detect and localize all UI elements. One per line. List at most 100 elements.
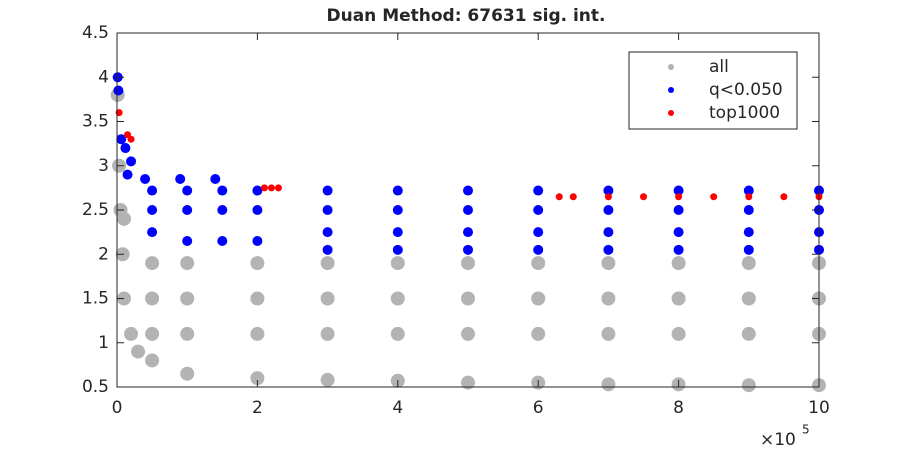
scatter-point: [461, 375, 475, 390]
scatter-point: [126, 156, 137, 167]
scatter-point: [320, 326, 335, 341]
scatter-point: [145, 291, 160, 306]
legend: all q<0.050 top1000: [628, 51, 798, 130]
scatter-point: [322, 205, 333, 215]
scatter-point: [252, 205, 263, 215]
x-tick-label: 8: [673, 398, 684, 418]
scatter-point: [390, 256, 405, 271]
scatter-point: [147, 227, 158, 238]
y-tick-label: 2.5: [82, 200, 109, 220]
scatter-point: [182, 185, 193, 196]
scatter-point: [745, 193, 753, 201]
scatter-point: [463, 185, 473, 196]
scatter-point: [743, 227, 754, 238]
scatter-point: [175, 174, 186, 185]
scatter-point: [603, 227, 614, 238]
scatter-point: [217, 235, 228, 246]
scatter-point: [601, 256, 616, 271]
y-tick-label: 1.5: [82, 289, 109, 309]
scatter-point: [120, 143, 131, 154]
x-tick-label: 2: [252, 398, 263, 418]
scatter-point: [180, 326, 195, 341]
legend-marker: [668, 87, 674, 93]
scatter-point: [392, 205, 403, 215]
y-tick-label: 4: [98, 67, 109, 87]
legend-box: [628, 51, 798, 130]
scatter-point: [320, 256, 335, 271]
scatter-point: [250, 291, 265, 306]
scatter-point: [390, 291, 405, 306]
scatter-point: [117, 291, 132, 306]
scatter-point: [710, 193, 718, 201]
scatter-point: [127, 135, 135, 143]
scatter-point: [461, 291, 475, 306]
scatter-point: [671, 291, 686, 306]
scatter-point: [250, 371, 265, 386]
scatter-point: [124, 326, 139, 341]
scatter-point: [180, 366, 195, 381]
y-tick-label: 4.5: [82, 23, 109, 43]
scatter-point: [113, 85, 124, 96]
scatter-point: [145, 353, 160, 368]
chart-title: Duan Method: 67631 sig. int.: [326, 6, 605, 26]
scatter-point: [741, 256, 756, 271]
scatter-point: [210, 174, 221, 185]
x-multiplier: ×10: [760, 430, 796, 450]
scatter-point: [117, 211, 132, 226]
scatter-point: [145, 326, 160, 341]
scatter-point: [116, 134, 127, 145]
scatter-point: [252, 185, 263, 196]
scatter-point: [180, 256, 195, 271]
scatter-point: [131, 344, 146, 359]
scatter-point: [743, 185, 754, 196]
legend-marker: [668, 110, 674, 116]
x-tick-label: 6: [533, 398, 544, 418]
scatter-point: [741, 378, 756, 393]
y-tick-label: 3.5: [82, 112, 109, 132]
x-multiplier-exponent: 5: [802, 423, 810, 437]
scatter-point: [320, 291, 335, 306]
scatter-point: [533, 244, 544, 255]
scatter-point: [601, 326, 616, 341]
scatter-point: [320, 372, 335, 387]
legend-label: q<0.050: [709, 80, 783, 100]
scatter-point: [463, 244, 473, 255]
scatter-point: [603, 205, 614, 215]
scatter-point: [122, 169, 133, 180]
scatter-point: [322, 227, 333, 238]
legend-marker: [668, 64, 674, 70]
x-tick-label: 0: [112, 398, 123, 418]
y-tick-label: 2: [98, 244, 109, 264]
scatter-point: [461, 326, 475, 341]
legend-label: top1000: [709, 103, 780, 123]
scatter-point: [463, 227, 473, 238]
scatter-point: [322, 244, 333, 255]
scatter-point: [673, 205, 684, 215]
scatter-point: [603, 244, 614, 255]
scatter-point: [145, 256, 160, 271]
scatter-point: [250, 256, 265, 271]
scatter-point: [322, 185, 333, 196]
scatter-point: [182, 235, 193, 246]
scatter-point: [267, 184, 275, 192]
scatter-point: [533, 227, 544, 238]
x-tick-label: 10: [808, 398, 830, 418]
scatter-point: [603, 185, 614, 196]
scatter-point: [601, 291, 616, 306]
scatter-point: [392, 185, 403, 196]
scatter-point: [675, 193, 683, 201]
scatter-point: [182, 205, 193, 215]
scatter-point: [604, 193, 612, 201]
legend-label: all: [709, 57, 729, 77]
scatter-point: [217, 205, 228, 215]
scatter-point: [640, 193, 647, 201]
scatter-point: [274, 184, 282, 192]
scatter-point: [601, 377, 616, 392]
scatter-point: [741, 291, 756, 306]
scatter-point: [217, 185, 228, 196]
scatter-point: [741, 326, 756, 341]
scatter-point: [533, 205, 544, 215]
scatter-point: [531, 291, 546, 306]
